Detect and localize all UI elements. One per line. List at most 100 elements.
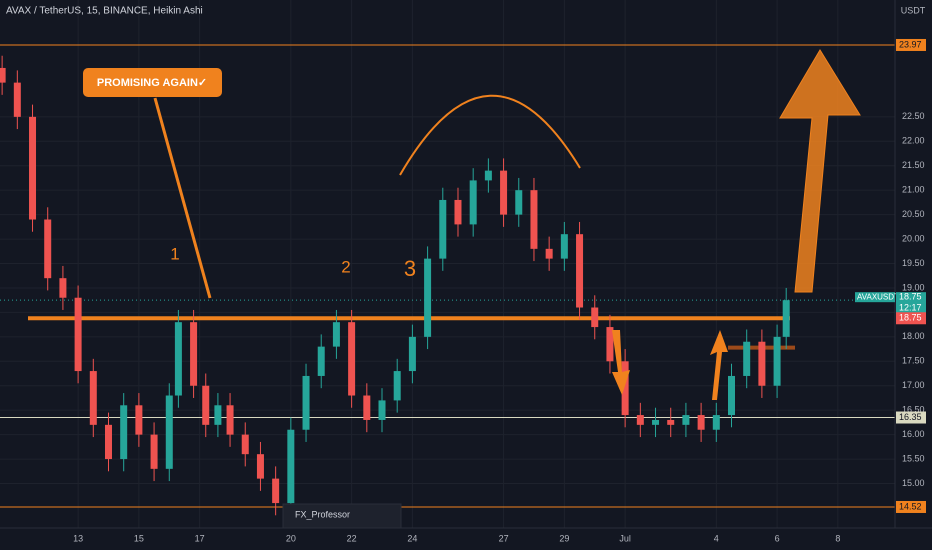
candle-body (74, 297, 82, 372)
candle-body (743, 341, 751, 376)
candle-body (89, 371, 97, 425)
last-price-label: 18.75 (899, 292, 922, 302)
x-tick-label: 8 (835, 533, 840, 543)
levels (0, 44, 895, 508)
x-tick-label: 22 (347, 533, 357, 543)
author: FX_Professor (295, 509, 350, 519)
level-label: 14.52 (899, 501, 922, 511)
up-arrow (710, 330, 728, 400)
y-tick-label: 19.50 (902, 258, 925, 268)
candle-body (287, 429, 295, 504)
candle-body (560, 234, 568, 259)
drawings: PROMISING AGAIN✓ 1 2 3 (83, 49, 861, 400)
x-tick-label: 24 (407, 533, 417, 543)
y-tick-label: 22.00 (902, 136, 925, 146)
candle-body (697, 415, 705, 430)
candle-body (545, 248, 553, 259)
big-arrow (779, 49, 861, 293)
down-arrow (612, 330, 630, 395)
author-box (282, 503, 402, 529)
y-tick-label: 21.00 (902, 185, 925, 195)
symbol-label: AVAXUSDT (857, 292, 899, 301)
candle-body (378, 400, 386, 420)
candle-body (13, 82, 21, 117)
candle-body (606, 327, 614, 362)
candle-body (120, 405, 128, 460)
candle-body (591, 307, 599, 328)
touch-label: 2 (341, 257, 350, 276)
candle-body (712, 415, 720, 430)
y-tick-label: 20.50 (902, 209, 925, 219)
candle-body (758, 341, 766, 386)
x-tick-label: 15 (134, 533, 144, 543)
x-tick-label: 4 (714, 533, 719, 543)
candle-body (190, 322, 198, 386)
price-tag-label: 18.75 (899, 313, 922, 323)
candle-body (682, 415, 690, 425)
candle-body (272, 478, 280, 504)
y-tick-label: 15.50 (902, 453, 925, 463)
candle-body (363, 395, 371, 420)
candle-body (104, 424, 112, 460)
price-axis (895, 0, 932, 528)
candle-body (44, 219, 52, 279)
y-tick-label: 20.00 (902, 233, 925, 243)
x-tick-label: 27 (499, 533, 509, 543)
candle-body (165, 395, 173, 469)
level-tag (896, 500, 926, 513)
x-tick-label: 29 (559, 533, 569, 543)
candle-body (214, 405, 222, 425)
candle-body (500, 170, 508, 215)
candle-body (302, 375, 310, 430)
y-tick-label: 16.50 (902, 405, 925, 415)
candle-body (667, 419, 675, 425)
y-tick-label: 21.50 (902, 160, 925, 170)
candle-body (150, 434, 158, 469)
level-tag (896, 411, 926, 424)
x-tick-label: Jul (619, 533, 631, 543)
candle-body (393, 371, 401, 401)
y-tick-label: 17.00 (902, 380, 925, 390)
candle-body (29, 116, 37, 220)
callout-text: PROMISING AGAIN✓ (97, 77, 207, 89)
x-tick-label: 17 (195, 533, 205, 543)
y-tick-label: 16.00 (902, 429, 925, 439)
candle-body (636, 415, 644, 425)
candle-body (773, 336, 781, 386)
candle-body (348, 322, 356, 396)
level-label: 23.97 (899, 39, 922, 49)
candle-body (439, 199, 447, 259)
candle-body (135, 405, 143, 435)
level-label: 16.35 (899, 412, 922, 422)
candle-body (621, 361, 629, 416)
y-axis-label: USDT (901, 5, 926, 15)
candle-body (484, 170, 492, 181)
candle-body (0, 67, 6, 83)
y-tick-label: 19.00 (902, 282, 925, 292)
candle-body (59, 278, 67, 298)
touch-label: 1 (170, 244, 179, 263)
candle-body (727, 375, 735, 416)
x-tick-label: 6 (775, 533, 780, 543)
y-tick-label: 15.00 (902, 478, 925, 488)
last-price-tag (855, 292, 895, 303)
callout-pointer (153, 97, 212, 299)
candle-body (202, 385, 210, 425)
level-tag (896, 38, 926, 51)
candle-body (408, 336, 416, 372)
candle-body (317, 346, 325, 376)
candle-body (256, 454, 264, 479)
arc (399, 94, 581, 176)
y-tick-label: 22.50 (902, 111, 925, 121)
candles (0, 55, 790, 516)
candle-body (454, 199, 462, 225)
last-price-tag (896, 292, 926, 315)
callout-box (83, 68, 222, 97)
chart-title: AVAX / TetherUS, 15, BINANCE, Heikin Ash… (6, 6, 203, 17)
candle-body (782, 300, 790, 337)
y-tick-label: 18.00 (902, 331, 925, 341)
candle-body (226, 405, 234, 435)
candle-body (174, 322, 182, 396)
candle-body (530, 190, 538, 249)
